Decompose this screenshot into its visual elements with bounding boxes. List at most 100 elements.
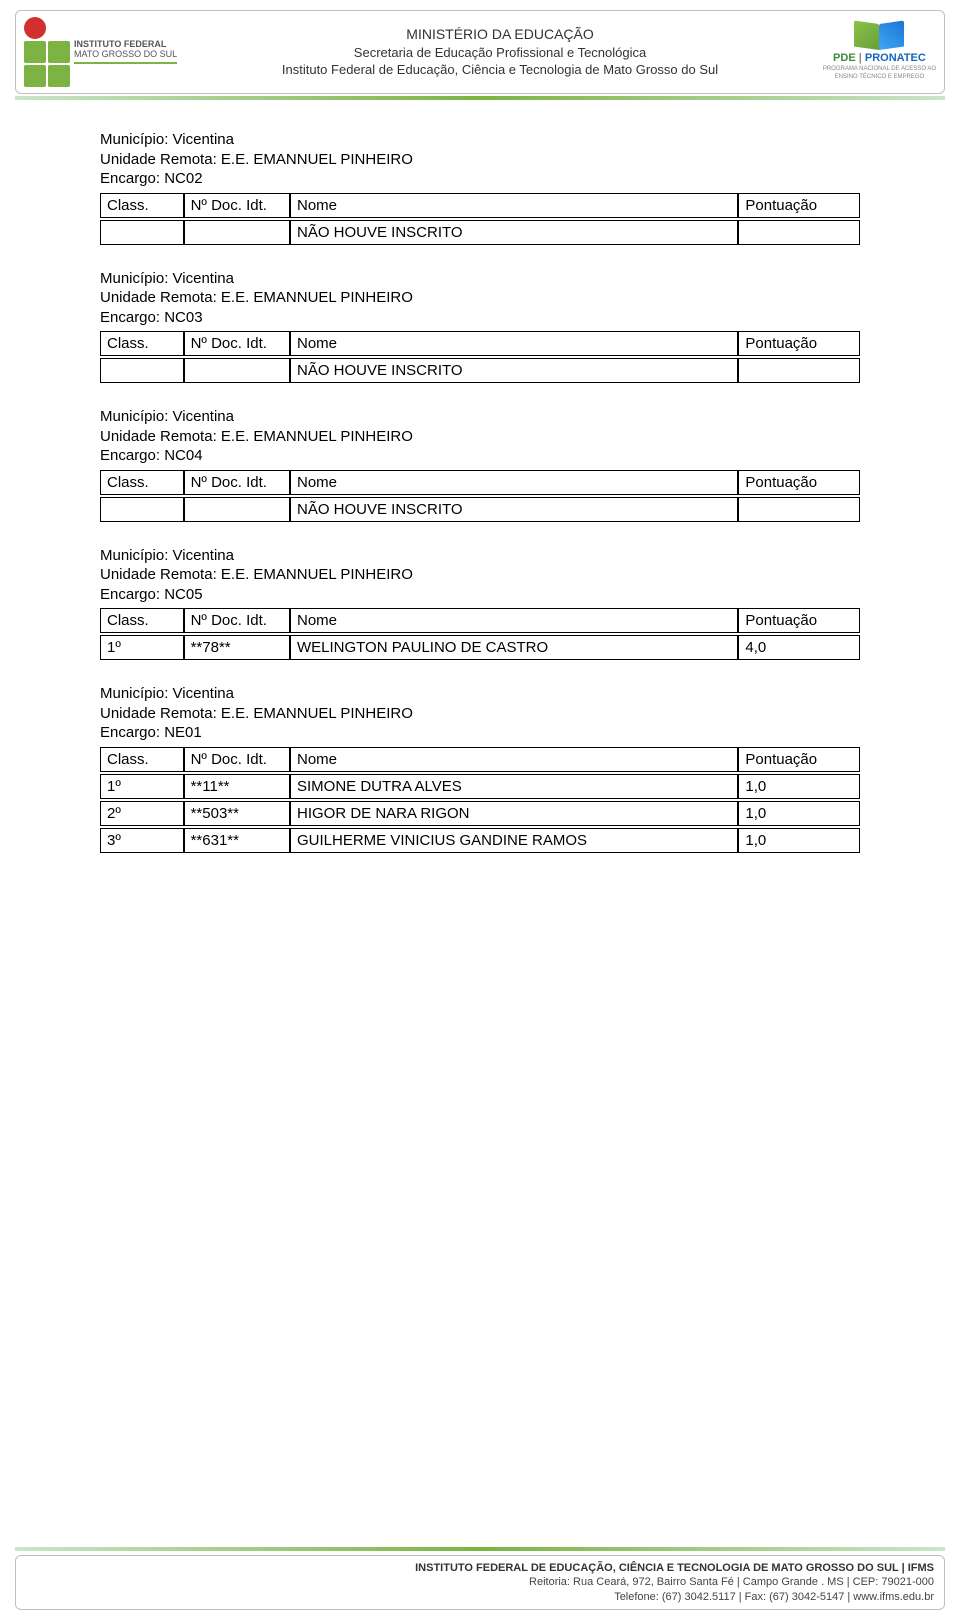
municipio-line: Município: Vicentina xyxy=(100,684,860,704)
cell-pont: 4,0 xyxy=(738,635,860,660)
ministry-line: MINISTÉRIO DA EDUCAÇÃO xyxy=(189,25,811,44)
section-block: Município: VicentinaUnidade Remota: E.E.… xyxy=(100,546,860,663)
unidade-line: Unidade Remota: E.E. EMANNUEL PINHEIRO xyxy=(100,288,860,308)
table-header-row: Class.Nº Doc. Idt.NomePontuação xyxy=(100,470,860,495)
section-block: Município: VicentinaUnidade Remota: E.E.… xyxy=(100,269,860,386)
cell-class: 1º xyxy=(100,635,184,660)
cell-doc: **78** xyxy=(184,635,290,660)
cell-nome: NÃO HOUVE INSCRITO xyxy=(290,220,738,245)
cell-nome: GUILHERME VINICIUS GANDINE RAMOS xyxy=(290,828,738,853)
table-header-cell: Nº Doc. Idt. xyxy=(184,331,290,356)
table-header-cell: Class. xyxy=(100,331,184,356)
table-header-cell: Nome xyxy=(290,331,738,356)
table-header-cell: Nº Doc. Idt. xyxy=(184,747,290,772)
encargo-line: Encargo: NE01 xyxy=(100,723,860,743)
table-header-cell: Pontuação xyxy=(738,747,860,772)
cell-nome: SIMONE DUTRA ALVES xyxy=(290,774,738,799)
results-table: Class.Nº Doc. Idt.NomePontuaçãoNÃO HOUVE… xyxy=(100,329,860,385)
section-block: Município: VicentinaUnidade Remota: E.E.… xyxy=(100,130,860,247)
pde-text: PDE xyxy=(833,52,856,64)
results-table: Class.Nº Doc. Idt.NomePontuaçãoNÃO HOUVE… xyxy=(100,468,860,524)
table-row: NÃO HOUVE INSCRITO xyxy=(100,497,860,522)
results-table: Class.Nº Doc. Idt.NomePontuação1º**78**W… xyxy=(100,606,860,662)
municipio-line: Município: Vicentina xyxy=(100,407,860,427)
footer-banner: INSTITUTO FEDERAL DE EDUCAÇÃO, CIÊNCIA E… xyxy=(15,1547,945,1610)
table-row: NÃO HOUVE INSCRITO xyxy=(100,220,860,245)
table-header-row: Class.Nº Doc. Idt.NomePontuação xyxy=(100,193,860,218)
content-area: Município: VicentinaUnidade Remota: E.E.… xyxy=(100,130,860,855)
table-row: 2º**503**HIGOR DE NARA RIGON1,0 xyxy=(100,801,860,826)
table-row: NÃO HOUVE INSCRITO xyxy=(100,358,860,383)
municipio-line: Município: Vicentina xyxy=(100,130,860,150)
table-header-cell: Pontuação xyxy=(738,331,860,356)
cell-class: 1º xyxy=(100,774,184,799)
table-row: 3º**631**GUILHERME VINICIUS GANDINE RAMO… xyxy=(100,828,860,853)
section-block: Município: VicentinaUnidade Remota: E.E.… xyxy=(100,684,860,855)
footer-line2: Reitoria: Rua Ceará, 972, Bairro Santa F… xyxy=(26,1575,934,1589)
cell-doc xyxy=(184,358,290,383)
table-header-cell: Nome xyxy=(290,470,738,495)
cell-nome: WELINGTON PAULINO DE CASTRO xyxy=(290,635,738,660)
header-divider xyxy=(15,96,945,100)
table-header-cell: Class. xyxy=(100,608,184,633)
cell-pont: 1,0 xyxy=(738,828,860,853)
encargo-line: Encargo: NC03 xyxy=(100,308,860,328)
encargo-line: Encargo: NC05 xyxy=(100,585,860,605)
secretariat-line: Secretaria de Educação Profissional e Te… xyxy=(189,44,811,62)
table-header-cell: Pontuação xyxy=(738,608,860,633)
cell-doc: **503** xyxy=(184,801,290,826)
table-header-cell: Class. xyxy=(100,470,184,495)
municipio-line: Município: Vicentina xyxy=(100,546,860,566)
encargo-line: Encargo: NC04 xyxy=(100,446,860,466)
cell-class xyxy=(100,497,184,522)
cell-doc: **11** xyxy=(184,774,290,799)
section-block: Município: VicentinaUnidade Remota: E.E.… xyxy=(100,407,860,524)
cell-pont: 1,0 xyxy=(738,801,860,826)
header-banner: INSTITUTO FEDERAL MATO GROSSO DO SUL MIN… xyxy=(15,10,945,94)
unidade-line: Unidade Remota: E.E. EMANNUEL PINHEIRO xyxy=(100,427,860,447)
table-header-cell: Nome xyxy=(290,747,738,772)
cell-class xyxy=(100,220,184,245)
ifms-label-2: MATO GROSSO DO SUL xyxy=(74,49,177,59)
pronatec-sub1: PROGRAMA NACIONAL DE ACESSO AO xyxy=(823,66,936,72)
municipio-line: Município: Vicentina xyxy=(100,269,860,289)
table-header-cell: Nome xyxy=(290,193,738,218)
cell-nome: NÃO HOUVE INSCRITO xyxy=(290,358,738,383)
cell-class xyxy=(100,358,184,383)
cell-class: 3º xyxy=(100,828,184,853)
cell-pont xyxy=(738,497,860,522)
table-header-cell: Nº Doc. Idt. xyxy=(184,193,290,218)
ifms-logo: INSTITUTO FEDERAL MATO GROSSO DO SUL xyxy=(24,17,177,87)
cell-pont xyxy=(738,220,860,245)
table-row: 1º**11**SIMONE DUTRA ALVES1,0 xyxy=(100,774,860,799)
table-header-cell: Nº Doc. Idt. xyxy=(184,470,290,495)
cell-class: 2º xyxy=(100,801,184,826)
cell-doc xyxy=(184,497,290,522)
cell-pont: 1,0 xyxy=(738,774,860,799)
pronatec-sub2: ENSINO TÉCNICO E EMPREGO xyxy=(835,74,925,80)
results-table: Class.Nº Doc. Idt.NomePontuaçãoNÃO HOUVE… xyxy=(100,191,860,247)
pronatec-text: PRONATEC xyxy=(865,52,926,64)
unidade-line: Unidade Remota: E.E. EMANNUEL PINHEIRO xyxy=(100,704,860,724)
cell-nome: HIGOR DE NARA RIGON xyxy=(290,801,738,826)
table-header-cell: Nº Doc. Idt. xyxy=(184,608,290,633)
book-icon xyxy=(854,24,904,50)
institute-line: Instituto Federal de Educação, Ciência e… xyxy=(189,61,811,79)
unidade-line: Unidade Remota: E.E. EMANNUEL PINHEIRO xyxy=(100,565,860,585)
table-header-cell: Class. xyxy=(100,193,184,218)
footer-line3: Telefone: (67) 3042.5117 | Fax: (67) 304… xyxy=(26,1590,934,1604)
footer-divider xyxy=(15,1547,945,1551)
cell-nome: NÃO HOUVE INSCRITO xyxy=(290,497,738,522)
header-center: MINISTÉRIO DA EDUCAÇÃO Secretaria de Edu… xyxy=(189,25,811,79)
table-header-cell: Nome xyxy=(290,608,738,633)
unidade-line: Unidade Remota: E.E. EMANNUEL PINHEIRO xyxy=(100,150,860,170)
table-header-cell: Class. xyxy=(100,747,184,772)
pronatec-logo: PDE | PRONATEC PROGRAMA NACIONAL DE ACES… xyxy=(823,24,936,80)
footer-line1: INSTITUTO FEDERAL DE EDUCAÇÃO, CIÊNCIA E… xyxy=(26,1561,934,1575)
cell-doc xyxy=(184,220,290,245)
cell-doc: **631** xyxy=(184,828,290,853)
cell-pont xyxy=(738,358,860,383)
table-row: 1º**78**WELINGTON PAULINO DE CASTRO4,0 xyxy=(100,635,860,660)
table-header-cell: Pontuação xyxy=(738,193,860,218)
results-table: Class.Nº Doc. Idt.NomePontuação1º**11**S… xyxy=(100,745,860,855)
